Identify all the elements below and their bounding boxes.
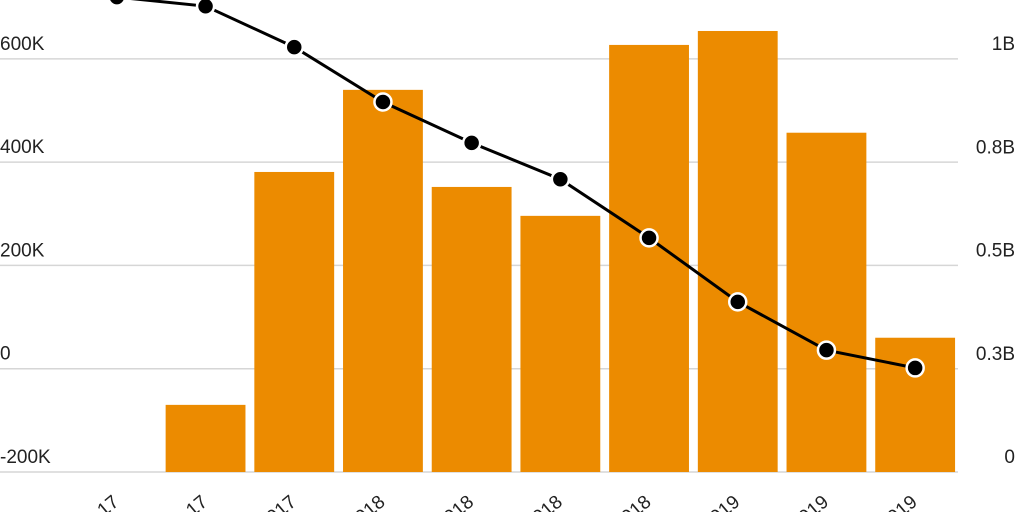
line: [130, 0, 916, 370]
line-marker: [373, 92, 393, 112]
y2-tick-label: 0.3B: [976, 344, 1015, 365]
y2-tick-label: 0: [1004, 447, 1015, 468]
y2-tick-label: 0.5B: [976, 241, 1015, 262]
line-marker: [550, 169, 571, 189]
x-tick-label: 018: [618, 492, 656, 512]
x-tick-label: 018: [440, 492, 478, 512]
bar: [343, 89, 423, 472]
bar: [520, 215, 601, 472]
bar: [786, 132, 867, 473]
bar: [431, 186, 512, 472]
y2-tick-label: 0.8B: [976, 137, 1015, 158]
x-tick-label: 019: [706, 492, 744, 512]
x-tick-label: 019: [795, 492, 833, 512]
bar: [875, 337, 956, 472]
y-tick-label: 0: [0, 344, 11, 365]
x-tick-label: 017: [263, 492, 301, 512]
y-tick-label: 200K: [0, 240, 45, 261]
line-marker: [461, 133, 482, 153]
line-marker: [284, 37, 304, 57]
y-tick-label: -200K: [0, 447, 51, 468]
line-marker: [639, 228, 659, 248]
x-tick-label: -17: [89, 492, 124, 512]
line-marker: [728, 292, 748, 312]
line-marker: [107, 0, 127, 7]
y-tick-label: 400K: [0, 137, 45, 158]
bar: [254, 171, 335, 472]
x-tick-label: 019: [884, 492, 922, 512]
bar: [697, 30, 778, 473]
line-marker: [816, 340, 837, 360]
y-tick-label: 600K: [0, 34, 45, 55]
y2-tick-label: 1B: [992, 34, 1015, 55]
x-tick-label: 018: [352, 492, 390, 512]
x-tick-label: -17: [177, 492, 212, 512]
line-marker: [905, 358, 925, 378]
line-marker: [195, 0, 216, 16]
bar: [165, 404, 246, 472]
x-tick-label: 018: [529, 492, 567, 512]
